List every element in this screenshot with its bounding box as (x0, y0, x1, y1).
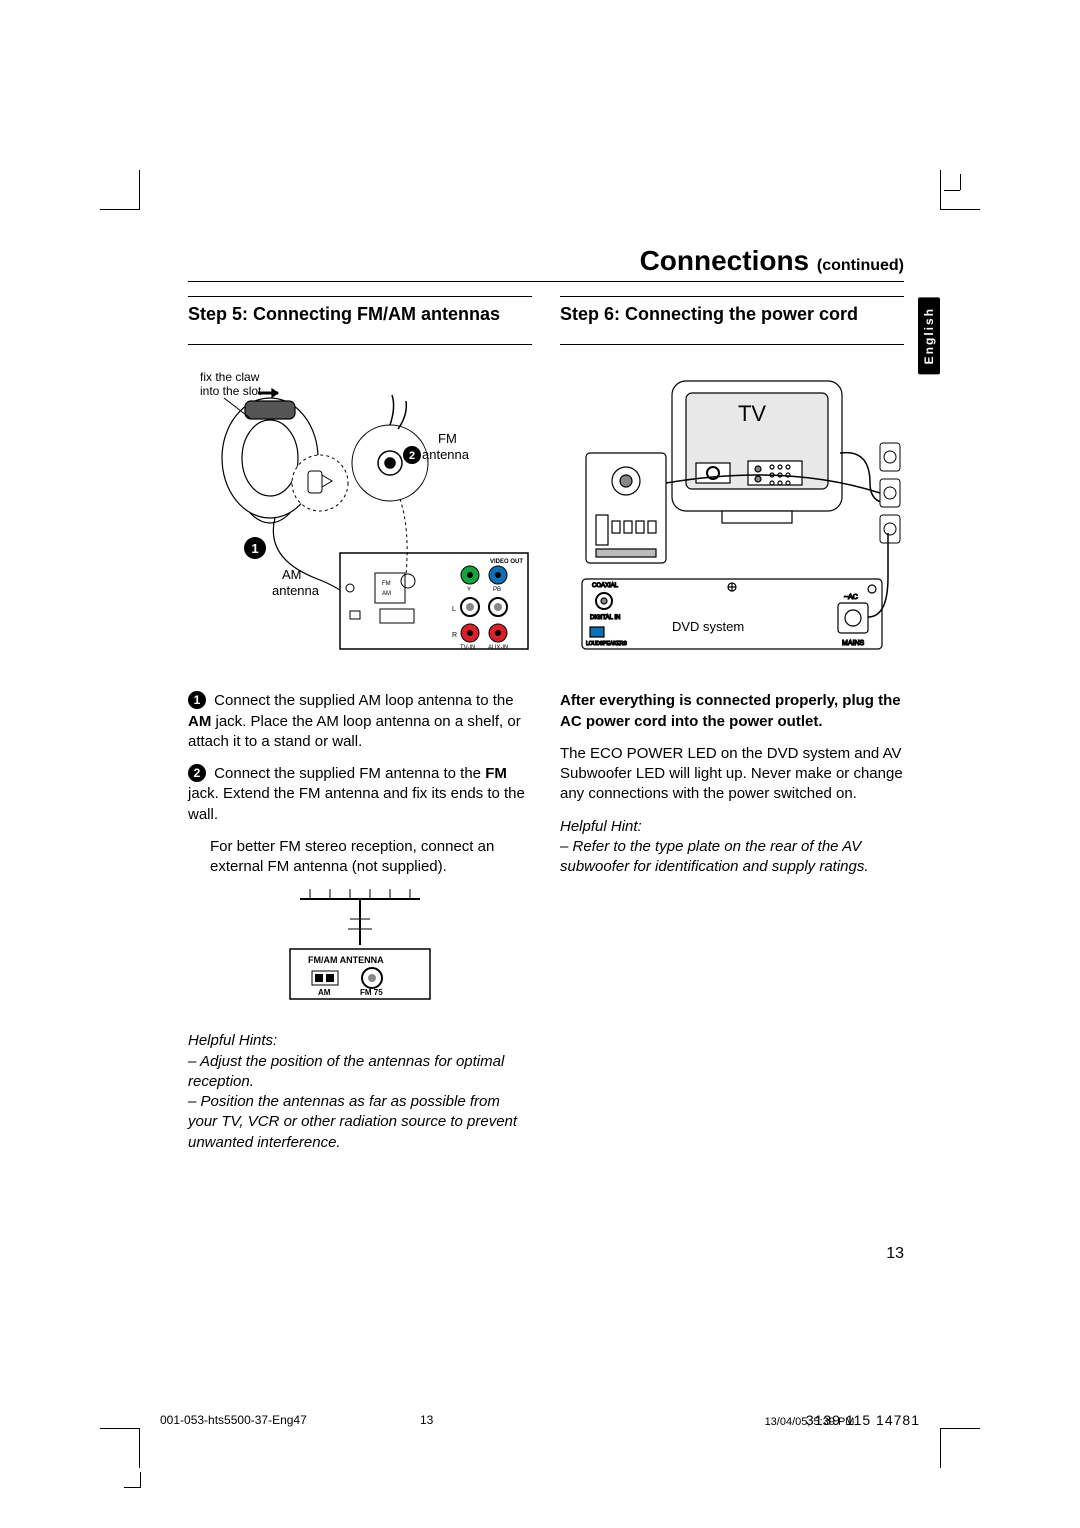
right-hints: Helpful Hint: – Refer to the type plate … (560, 817, 904, 878)
svg-text:FM: FM (382, 581, 391, 587)
svg-text:L: L (452, 606, 456, 613)
svg-text:1: 1 (251, 541, 258, 556)
hints-title: Helpful Hints: (188, 1031, 532, 1051)
section-title: Connections (continued) (188, 245, 904, 282)
svg-text:AM: AM (382, 591, 391, 597)
footer-right-b: 3139 115 14781 (806, 1412, 920, 1428)
step5-title: Step 5: Connecting FM/AM antennas (188, 303, 532, 326)
hint-1: – Adjust the position of the antennas fo… (188, 1052, 532, 1093)
left-body: 1 Connect the supplied AM loop antenna t… (188, 691, 532, 877)
crop-mark-bl (100, 1428, 140, 1468)
bullet-2-icon: 2 (188, 764, 206, 782)
svg-text:2: 2 (409, 450, 415, 462)
extra-para: For better FM stereo reception, connect … (188, 837, 532, 878)
footer-mid: 13 (420, 1413, 433, 1427)
left-hints: Helpful Hints: – Adjust the position of … (188, 1031, 532, 1153)
crop-mark-tr (940, 170, 980, 210)
footer-left: 001-053-hts5500-37-Eng47 (160, 1413, 307, 1427)
section-continued: (continued) (817, 257, 904, 274)
right-column: Step 6: Connecting the power cord (560, 296, 904, 1153)
power-diagram: TV (560, 363, 904, 663)
svg-text:FM: FM (438, 431, 457, 446)
svg-text:AUX-IN: AUX-IN (488, 645, 508, 651)
svg-text:DIGITAL IN: DIGITAL IN (590, 615, 620, 621)
svg-text:TV-IN: TV-IN (460, 645, 475, 651)
svg-text:PB: PB (493, 587, 501, 593)
page-content: Connections (continued) English Step 5: … (188, 245, 904, 1153)
antenna-diagram: fix the claw into the slot FM antenna 2 … (188, 363, 532, 663)
right-hint-1: – Refer to the type plate on the rear of… (560, 837, 904, 878)
bullet-1-text-a: Connect the supplied AM loop antenna to … (214, 692, 513, 709)
svg-text:R: R (452, 632, 457, 639)
svg-text:FM 75: FM 75 (360, 988, 383, 997)
svg-text:antenna: antenna (272, 583, 320, 598)
svg-text:FM/AM ANTENNA: FM/AM ANTENNA (308, 955, 384, 965)
bullet-1-icon: 1 (188, 691, 206, 709)
bullet-2-bold: FM (485, 765, 507, 782)
svg-text:fix the claw: fix the claw (200, 370, 260, 384)
hint-2: – Position the antennas as far as possib… (188, 1092, 532, 1153)
right-body: After everything is connected properly, … (560, 691, 904, 804)
bullet-2-text-a: Connect the supplied FM antenna to the (214, 765, 485, 782)
svg-text:Y: Y (467, 587, 471, 593)
svg-text:TV: TV (738, 401, 766, 426)
svg-text:~AC: ~AC (844, 594, 858, 601)
svg-text:antenna: antenna (422, 447, 470, 462)
crop-mark-tl (100, 170, 140, 210)
print-footer: 001-053-hts5500-37-Eng47 13 13/04/05, 5:… (160, 1412, 920, 1428)
svg-text:LOUDSPEAKERS: LOUDSPEAKERS (586, 641, 628, 647)
svg-text:VIDEO OUT: VIDEO OUT (490, 559, 523, 565)
svg-text:COAXIAL: COAXIAL (592, 583, 619, 589)
right-para2: The ECO POWER LED on the DVD system and … (560, 744, 904, 805)
svg-text:AM: AM (282, 567, 302, 582)
section-title-text: Connections (640, 245, 810, 276)
step6-title: Step 6: Connecting the power cord (560, 303, 904, 326)
left-column: Step 5: Connecting FM/AM antennas (188, 296, 532, 1153)
bullet-1-bold: AM (188, 713, 211, 730)
svg-text:AM: AM (318, 988, 331, 997)
right-hints-title: Helpful Hint: (560, 817, 904, 837)
bullet-1-text-b: jack. Place the AM loop antenna on a she… (188, 713, 521, 750)
fm-am-antenna-panel-diagram: FM/AM ANTENNA AM FM 75 (260, 889, 460, 1019)
right-para1: After everything is connected properly, … (560, 691, 904, 732)
crop-mark-br (940, 1428, 980, 1468)
svg-text:MAINS: MAINS (842, 640, 865, 647)
bullet-2-text-b: jack. Extend the FM antenna and fix its … (188, 785, 525, 822)
svg-text:into the slot: into the slot (200, 384, 262, 398)
svg-text:DVD system: DVD system (672, 619, 744, 634)
page-number: 13 (886, 1245, 904, 1263)
language-tab: English (918, 297, 940, 374)
